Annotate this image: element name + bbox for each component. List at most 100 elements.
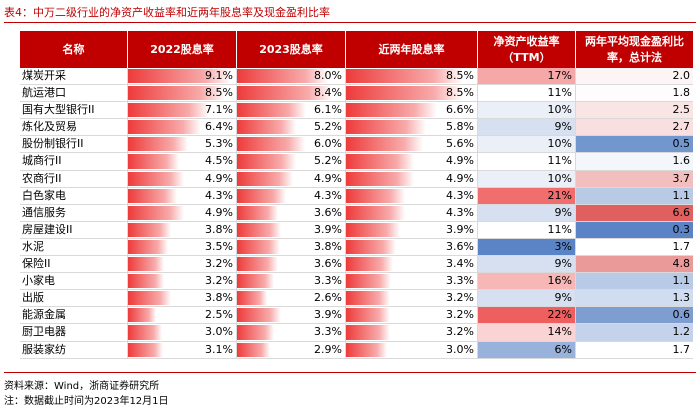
header-name: 名称 [20,31,128,68]
table-row: 保险II 3.2% 3.6% 3.4% 9% 4.8 [20,256,693,274]
cash-ratio-cell: 1.6 [576,153,693,170]
dividend-bar [128,308,157,323]
cash-ratio-cell: 0.5 [576,136,693,153]
dividend-bar [346,257,393,272]
dividend-value: 3.0% [446,342,474,356]
dividend-value: 4.3% [314,188,342,202]
dividend-2022-cell: 4.5% [128,153,237,170]
dividend-2023-cell: 2.6% [237,290,346,307]
dividend-bar [128,342,164,357]
dividend-avg-cell: 5.8% [346,119,478,136]
dividend-value: 5.2% [314,120,342,134]
dividend-bar [128,86,225,101]
dividend-bar [128,137,189,152]
dividend-value: 8.5% [446,86,474,100]
row-name: 炼化及贸易 [20,119,128,136]
table-caption: 表4：中万二级行业的净资产收益率和近两年股息率及现金盈利比率 [4,6,330,19]
dividend-value: 3.6% [314,205,342,219]
dividend-2023-cell: 3.9% [237,221,346,238]
dividend-bar [237,137,306,152]
roe-cell: 11% [478,221,576,238]
dividend-2022-cell: 4.9% [128,170,237,187]
dividend-2023-cell: 3.6% [237,204,346,221]
roe-value: 10% [547,171,572,185]
dividend-2023-cell: 4.9% [237,170,346,187]
dividend-2022-cell: 6.4% [128,119,237,136]
dividend-avg-cell: 4.9% [346,170,478,187]
cash-ratio-cell: 3.7 [576,170,693,187]
roe-value: 11% [547,222,572,236]
dividend-bar [237,103,307,118]
roe-value: 9% [554,120,572,134]
date-note: 注：数据截止时间为2023年12月1日 [4,396,169,407]
row-name: 水泥 [20,238,128,256]
dividend-value: 3.2% [446,291,474,305]
dividend-avg-cell: 8.5% [346,68,478,85]
dividend-avg-cell: 4.9% [346,153,478,170]
cash-ratio-value: 1.6 [672,154,691,168]
row-name: 房屋建设II [20,221,128,238]
dividend-bar [346,291,391,306]
roe-value: 10% [547,137,572,151]
dividend-bar [237,171,293,186]
dividend-bar [128,154,180,169]
row-name: 股份制银行II [20,136,128,153]
dividend-value: 3.6% [446,239,474,253]
row-name: 厨卫电器 [20,324,128,341]
dividend-2022-cell: 3.2% [128,256,237,273]
dividend-bar [237,274,275,289]
dividend-2023-cell: 8.0% [237,68,346,85]
dividend-bar [128,103,209,118]
roe-cell: 11% [478,153,576,170]
dividend-2022-cell: 3.8% [128,221,237,238]
dividend-value: 3.9% [446,222,474,236]
table-row: 通信服务 4.9% 3.6% 4.3% 9% 6.6 [20,204,693,222]
roe-cell: 10% [478,102,576,119]
cash-ratio-value: 1.2 [672,325,691,339]
roe-cell: 9% [478,119,576,136]
table-row: 小家电 3.2% 3.3% 3.3% 16% 1.1 [20,273,693,291]
roe-cell: 9% [478,290,576,307]
dividend-value: 6.0% [314,137,342,151]
cash-ratio-value: 1.7 [672,239,691,253]
dividend-2023-cell: 3.3% [237,273,346,290]
dividend-2023-cell: 6.1% [237,102,346,119]
dividend-avg-cell: 3.3% [346,273,478,290]
cash-ratio-cell: 4.8 [576,256,693,273]
roe-cell: 9% [478,204,576,221]
dividend-2023-cell: 3.3% [237,324,346,341]
dividend-value: 8.4% [314,86,342,100]
roe-cell: 10% [478,136,576,153]
roe-cell: 16% [478,273,576,290]
caption-divider [4,22,696,23]
dividend-value: 4.9% [446,171,474,185]
table-row: 农商行II 4.9% 4.9% 4.9% 10% 3.7 [20,170,693,188]
roe-value: 3% [554,239,572,253]
dividend-bar [346,69,464,84]
dividend-bar [237,120,297,135]
dividend-bar [346,86,464,101]
dividend-bar [346,137,424,152]
dividend-value: 3.2% [446,325,474,339]
dividend-value: 3.5% [205,239,233,253]
dividend-value: 3.9% [314,308,342,322]
source-note: 资料来源：Wind，浙商证券研究所 [4,381,160,392]
dividend-2022-cell: 8.5% [128,85,237,102]
table-body: 煤炭开采 9.1% 8.0% 8.5% 17% 2.0 航运港口 8.5% 8.4% 8.5% 11… [20,68,693,359]
cash-ratio-value: 1.7 [672,342,691,356]
dividend-2022-cell: 4.9% [128,204,237,221]
dividend-bar [128,69,232,84]
dividend-avg-cell: 4.3% [346,187,478,204]
row-name: 能源金属 [20,307,128,324]
dividend-bar [128,171,184,186]
cash-ratio-value: 1.1 [672,188,691,202]
dividend-avg-cell: 3.2% [346,324,478,341]
dividend-avg-cell: 3.4% [346,256,478,273]
dividend-bar [346,103,438,118]
cash-ratio-cell: 1.1 [576,187,693,204]
dividend-value: 3.3% [314,274,342,288]
table-row: 煤炭开采 9.1% 8.0% 8.5% 17% 2.0 [20,68,693,86]
dividend-2022-cell: 4.3% [128,187,237,204]
dividend-value: 3.8% [205,291,233,305]
dividend-bar [237,291,267,306]
